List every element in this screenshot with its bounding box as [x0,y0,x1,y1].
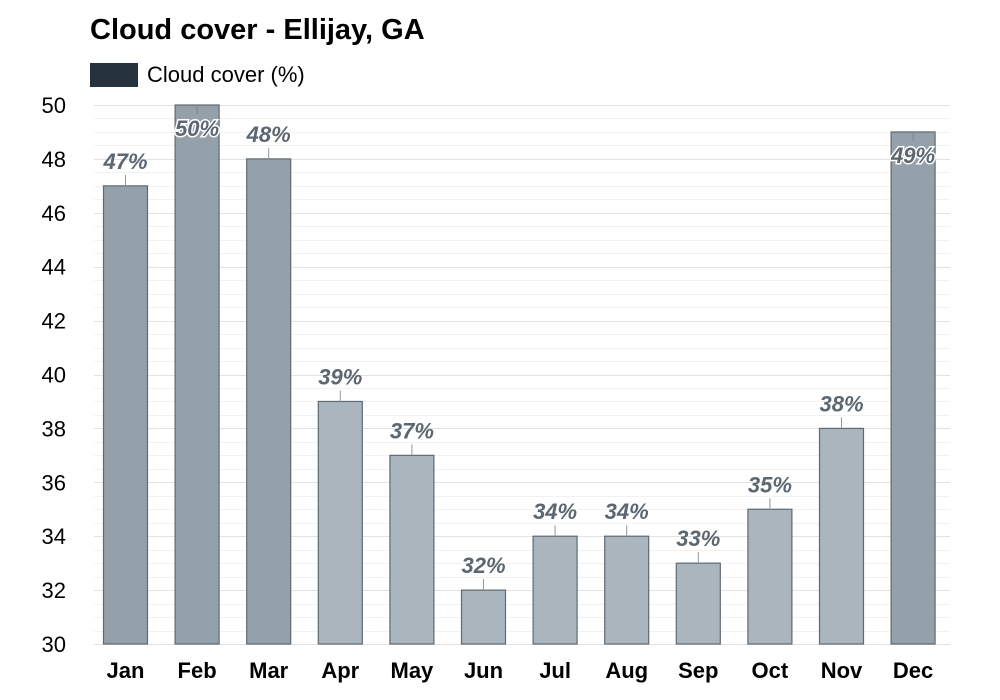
bar-sep [675,562,721,645]
x-tick-label: Feb [178,658,217,683]
data-label-may: 37% [390,418,434,443]
bar-jul [532,535,578,645]
y-tick-label: 44 [42,255,66,280]
bar-nov [818,427,865,645]
chart-legend: Cloud cover (%) [90,62,305,88]
data-label-jan: 47% [102,149,147,174]
bar-aug [604,535,650,645]
x-tick-label: Aug [605,658,648,683]
bar-may [389,454,435,645]
bar-feb [174,104,220,645]
x-tick-label: Jun [464,658,503,683]
bar-apr [317,400,363,645]
data-label-oct: 35% [748,472,792,497]
x-tick-label: Mar [249,658,289,683]
data-label-aug: 34% [605,499,649,524]
y-tick-label: 46 [42,201,66,226]
y-tick-label: 38 [42,416,66,441]
y-tick-label: 34 [42,524,66,549]
data-label-apr: 39% [318,364,362,389]
y-tick-label: 50 [42,93,66,118]
bars [102,104,936,645]
data-label-nov: 38% [819,391,863,416]
x-tick-label: Nov [821,658,863,683]
bar-mar [246,158,292,645]
y-tick-label: 40 [42,363,66,388]
y-tick-label: 42 [42,309,66,334]
x-tick-label: Jul [539,658,571,683]
grid-lines [94,105,950,645]
x-tick-label: May [391,658,435,683]
data-label-jul: 34% [533,499,577,524]
data-label-mar: 48% [246,122,291,147]
y-tick-label: 30 [42,632,66,657]
bar-dec [890,131,936,645]
legend-label: Cloud cover (%) [147,62,305,87]
x-tick-label: Dec [893,658,933,683]
y-axis: 30 32 34 36 38 40 42 44 46 48 50 [42,93,66,657]
y-tick-label: 36 [42,470,66,495]
x-axis: Jan Feb Mar Apr May Jun Jul Aug Sep Oct Nov Dec [107,658,934,683]
x-tick-label: Oct [752,658,789,683]
y-tick-label: 32 [42,578,66,603]
x-tick-label: Jan [107,658,145,683]
bar-jun [460,589,507,645]
y-tick-label: 48 [42,147,66,172]
data-label-jun: 32% [461,553,505,578]
x-tick-label: Apr [321,658,359,683]
data-label-dec: 49% [890,143,935,168]
data-labels: 47% 50% 48% 39% 37% 32% 34% 34% 33% 35% 38% 49% [102,115,936,579]
data-label-feb: 50% [175,116,219,141]
data-label-sep: 33% [676,526,720,551]
bar-oct [747,508,793,645]
bar-jan [102,185,149,645]
chart-title: Cloud cover - Ellijay, GA [90,14,425,46]
x-tick-label: Sep [678,658,718,683]
legend-swatch [90,63,138,87]
